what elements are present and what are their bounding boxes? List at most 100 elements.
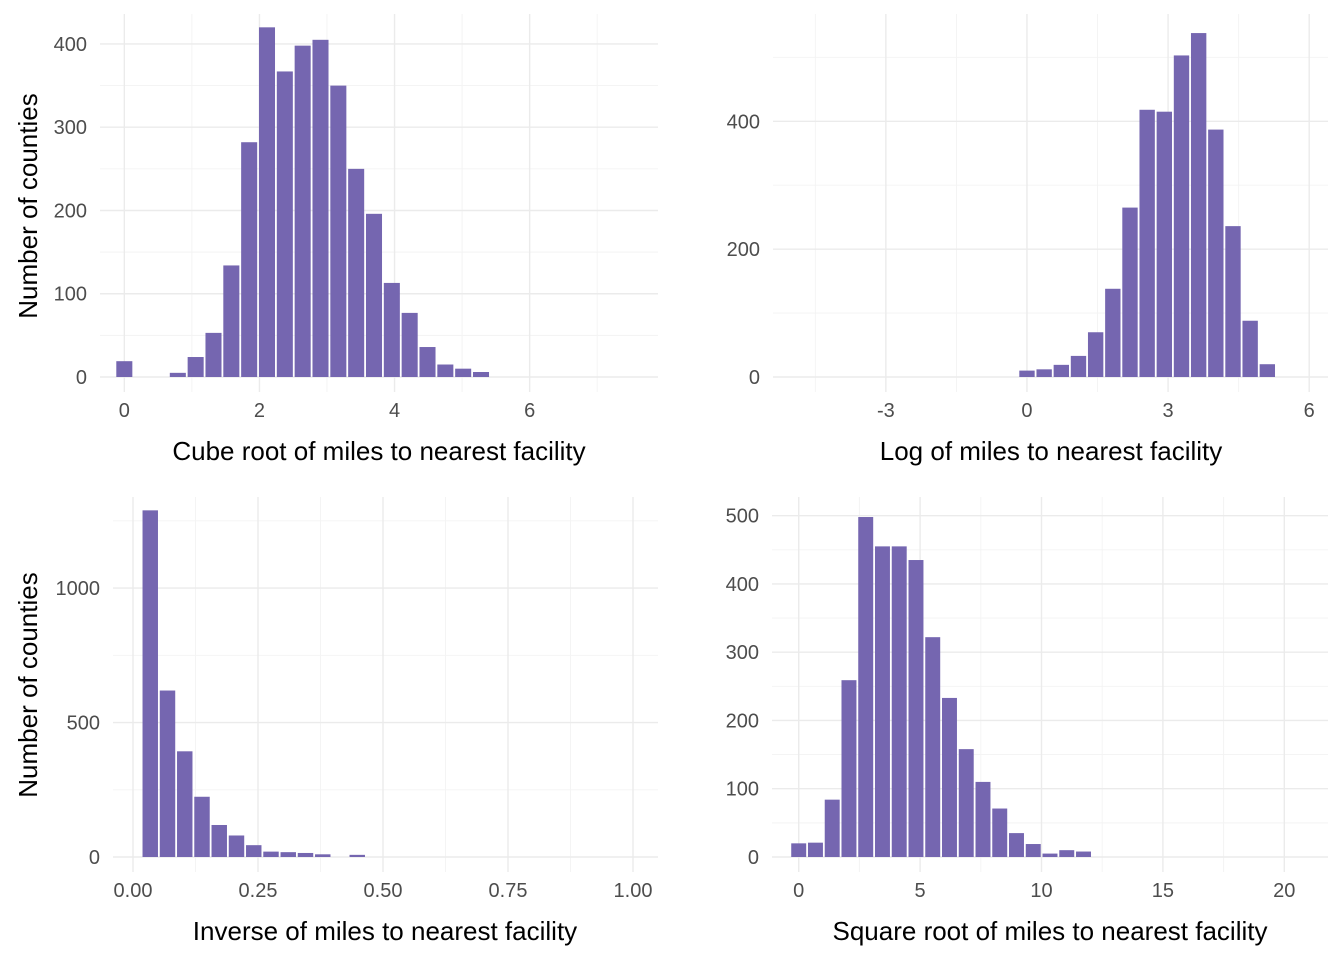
histogram-bar bbox=[294, 45, 311, 378]
histogram-bar bbox=[1059, 850, 1075, 857]
histogram-bar bbox=[975, 781, 991, 857]
x-tick-label-log: 3 bbox=[1163, 400, 1174, 422]
x-tick-label-inverse: 0.50 bbox=[364, 880, 403, 902]
histogram-bar bbox=[1139, 109, 1155, 378]
histogram-bar bbox=[177, 751, 193, 857]
x-axis-title-inverse: Inverse of miles to nearest facility bbox=[193, 916, 577, 946]
histogram-bar bbox=[908, 560, 924, 857]
panel-log: -3 0 3 6 0 200 400 bbox=[727, 14, 1328, 422]
histogram-bar bbox=[258, 27, 276, 377]
y-tick-label-cube-root: 300 bbox=[54, 117, 87, 139]
histogram-bar bbox=[1259, 364, 1276, 377]
x-tick-label-square-root: 0 bbox=[793, 880, 804, 902]
histogram-bar bbox=[263, 851, 279, 857]
histogram-bar bbox=[348, 168, 365, 377]
histogram-bar bbox=[401, 312, 418, 377]
x-axis-title-cube-root: Cube root of miles to nearest facility bbox=[172, 436, 585, 466]
x-tick-label-cube-root: 2 bbox=[254, 400, 265, 422]
histogram-bar bbox=[330, 85, 347, 378]
histogram-bar bbox=[1225, 226, 1241, 377]
x-axis-title-square-root: Square root of miles to nearest facility bbox=[833, 916, 1268, 946]
histogram-bar bbox=[1208, 129, 1224, 377]
y-tick-label-log: 0 bbox=[749, 367, 760, 389]
histogram-bar bbox=[1190, 33, 1207, 378]
x-tick-label-inverse: 0.00 bbox=[114, 880, 153, 902]
x-tick-label-square-root: 10 bbox=[1030, 880, 1052, 902]
histogram-bar bbox=[841, 680, 857, 857]
x-tick-label-cube-root: 6 bbox=[524, 400, 535, 422]
panel-inverse: 0.00 0.25 0.50 0.75 1.00 0 500 1000 bbox=[56, 497, 658, 902]
histogram-bar bbox=[116, 361, 133, 377]
histogram-bar bbox=[1156, 111, 1173, 378]
x-tick-label-square-root: 15 bbox=[1152, 880, 1174, 902]
histogram-bar bbox=[194, 796, 210, 857]
y-tick-label-square-root: 0 bbox=[748, 847, 759, 869]
y-tick-label-cube-root: 100 bbox=[54, 284, 87, 306]
y-tick-label-cube-root: 200 bbox=[54, 200, 87, 222]
y-tick-label-log: 400 bbox=[727, 111, 760, 133]
histogram-bar bbox=[280, 852, 296, 857]
histogram-bar bbox=[1070, 355, 1087, 377]
y-axis-title-cube-root: Number of counties bbox=[13, 93, 43, 318]
y-tick-label-cube-root: 0 bbox=[76, 367, 87, 389]
y-tick-label-cube-root: 400 bbox=[54, 34, 87, 56]
histogram-bar bbox=[1105, 288, 1121, 377]
histogram-bar bbox=[1173, 55, 1190, 378]
y-tick-label-square-root: 300 bbox=[726, 642, 759, 664]
histogram-bar bbox=[824, 799, 840, 857]
histogram-bar bbox=[315, 854, 331, 857]
histogram-bar bbox=[472, 372, 490, 377]
x-tick-label-log: 6 bbox=[1304, 400, 1315, 422]
y-tick-label-square-root: 500 bbox=[726, 506, 759, 528]
histogram-bar bbox=[858, 517, 874, 857]
x-tick-label-square-root: 5 bbox=[915, 880, 926, 902]
histogram-bar bbox=[142, 510, 158, 857]
x-axis-title-log: Log of miles to nearest facility bbox=[880, 436, 1223, 466]
y-tick-label-square-root: 400 bbox=[726, 574, 759, 596]
histogram-bar bbox=[1053, 364, 1070, 377]
histogram-bar bbox=[807, 842, 823, 857]
histogram-bar bbox=[1009, 833, 1024, 857]
histogram-bar bbox=[1076, 851, 1091, 857]
histogram-bar bbox=[276, 71, 293, 377]
histogram-bar bbox=[1042, 853, 1058, 857]
histogram-bar bbox=[383, 282, 400, 377]
y-tick-label-inverse: 0 bbox=[89, 847, 100, 869]
y-tick-label-inverse: 1000 bbox=[56, 578, 101, 600]
histogram-bar bbox=[349, 854, 365, 857]
histogram-bar bbox=[942, 697, 957, 857]
y-tick-label-square-root: 200 bbox=[726, 710, 759, 732]
histogram-bar bbox=[1242, 320, 1258, 377]
histogram-bar bbox=[205, 332, 222, 377]
y-tick-label-inverse: 500 bbox=[67, 713, 100, 735]
x-tick-label-square-root: 20 bbox=[1273, 880, 1295, 902]
histogram-bar bbox=[1019, 370, 1035, 377]
x-tick-label-cube-root: 4 bbox=[389, 400, 400, 422]
histogram-bar bbox=[159, 690, 176, 857]
histogram-bar bbox=[312, 39, 329, 377]
y-tick-label-log: 200 bbox=[727, 239, 760, 261]
histogram-bar bbox=[365, 213, 383, 377]
histogram-bar bbox=[1025, 844, 1041, 857]
x-tick-label-inverse: 0.75 bbox=[489, 880, 528, 902]
histogram-bar bbox=[891, 546, 907, 857]
y-axis-title-inverse: Number of counties bbox=[13, 572, 43, 797]
histogram-bar bbox=[455, 368, 472, 377]
histogram-bar bbox=[246, 845, 262, 857]
histogram-bar bbox=[992, 808, 1008, 857]
histogram-bar bbox=[228, 835, 245, 857]
x-tick-label-inverse: 0.25 bbox=[239, 880, 278, 902]
histogram-bar bbox=[211, 824, 227, 857]
y-tick-label-square-root: 100 bbox=[726, 779, 759, 801]
panel-cube-root: 0 2 4 6 0 100 200 300 400 bbox=[54, 14, 658, 422]
histogram-bar bbox=[187, 357, 204, 377]
x-tick-label-cube-root: 0 bbox=[119, 400, 130, 422]
histogram-bar bbox=[958, 749, 974, 857]
x-tick-label-log: 0 bbox=[1021, 400, 1032, 422]
histogram-bar bbox=[169, 372, 186, 377]
histogram-bar bbox=[874, 546, 890, 857]
histogram-bar bbox=[437, 364, 454, 377]
histogram-bar bbox=[297, 852, 314, 857]
